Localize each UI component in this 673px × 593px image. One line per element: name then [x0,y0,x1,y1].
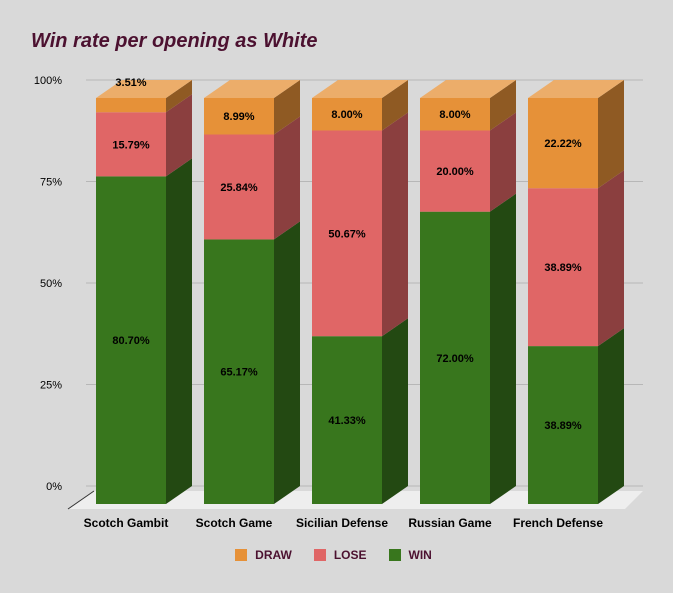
data-label: 38.89% [544,420,582,432]
x-tick-label: Scotch Gambit [84,516,169,530]
data-label: 20.00% [436,166,474,178]
x-tick-label: French Defense [513,516,603,530]
bar-side-lose [382,112,408,337]
data-label: 25.84% [220,182,258,194]
bar-side-draw [382,80,408,131]
x-tick-label: Sicilian Defense [296,516,388,530]
legend-swatch [388,549,401,561]
bar-segment-lose [312,130,382,337]
data-label: 41.33% [328,415,366,427]
chart-title: Win rate per opening as White [31,30,318,52]
legend-label: WIN [408,548,432,562]
bar-side-draw [490,80,516,131]
legend-label: LOSE [333,548,367,562]
bar-segment-draw [528,98,598,189]
bar-side-win [382,318,408,504]
bar-segment-draw [420,98,490,131]
x-tick-label: Russian Game [408,516,492,530]
legend-swatch [313,549,326,561]
bar-side-lose [166,94,192,177]
y-tick-label: 75% [40,177,62,189]
legend-item-draw: DRAW [235,548,292,562]
bar-segment-draw [312,98,382,131]
y-tick-label: 50% [40,278,62,290]
legend-item-lose: LOSE [313,548,367,562]
bar-top-draw [204,80,300,98]
bar-side-win [490,193,516,504]
bar-side-win [274,221,300,505]
bar-segment-win [312,336,382,504]
bar-side-draw [274,80,300,135]
bar-top-draw [96,80,192,98]
bar-side-win [166,158,192,504]
bar-segment-win [528,346,598,504]
data-label: 72.00% [436,353,474,365]
bar-side-win [598,328,624,504]
y-tick-label: 100% [34,75,62,87]
bar-top-draw [528,80,624,98]
data-label: 50.67% [328,228,366,240]
data-label: 38.89% [544,262,582,274]
data-label: 3.51% [115,77,146,89]
data-label: 8.99% [223,111,254,123]
bar-segment-win [204,239,274,505]
bar-segment-win [96,176,166,504]
data-label: 80.70% [112,335,150,347]
x-tick-label: Scotch Game [196,516,273,530]
chart-legend: DRAW LOSE WIN [0,548,673,562]
legend-swatch [235,549,248,561]
data-label: 15.79% [112,139,150,151]
bar-side-draw [598,80,624,189]
bar-segment-lose [204,134,274,240]
bar-side-lose [490,112,516,212]
bar-top-draw [420,80,516,98]
data-label: 22.22% [544,138,582,150]
legend-item-win: WIN [388,548,432,562]
data-label: 65.17% [220,367,258,379]
bar-segment-lose [96,112,166,177]
bar-side-draw [166,80,192,113]
bar-segment-win [420,211,490,504]
bar-top-draw [312,80,408,98]
bar-segment-lose [528,188,598,347]
x-axis-baseline [67,490,95,510]
bar-segment-draw [96,98,166,113]
y-tick-label: 25% [40,380,62,392]
bar-segment-lose [420,130,490,212]
data-label: 8.00% [331,109,362,121]
y-tick-label: 0% [46,481,62,493]
data-label: 8.00% [439,109,470,121]
bar-segment-draw [204,98,274,135]
legend-label: DRAW [255,548,292,562]
bar-side-lose [274,116,300,240]
bar-side-lose [598,170,624,347]
